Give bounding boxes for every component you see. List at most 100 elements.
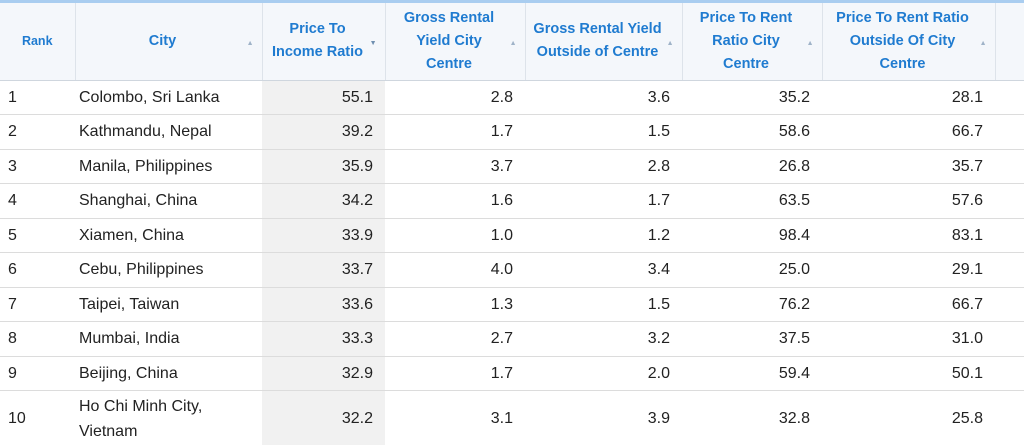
city-cell: Mumbai, India xyxy=(75,321,262,357)
rank-cell: 8 xyxy=(0,321,75,357)
table-row: 9 Beijing, China 32.9 1.7 2.0 59.4 50.1 xyxy=(0,356,1024,391)
value-cell: 66.7 xyxy=(822,114,995,150)
header-row: RankCityPrice To Income RatioGross Renta… xyxy=(0,3,1024,81)
rank-cell: 6 xyxy=(0,252,75,288)
column-header[interactable]: Price To Rent Ratio Outside Of City Cent… xyxy=(822,3,996,81)
value-cell: 33.6 xyxy=(262,287,385,322)
value-cell: 1.5 xyxy=(525,287,682,322)
value-cell: 66.7 xyxy=(822,287,995,322)
city-cell: Colombo, Sri Lanka xyxy=(75,80,262,115)
column-header-empty xyxy=(995,3,1024,81)
value-cell: 34.2 xyxy=(262,183,385,219)
value-cell: 1.7 xyxy=(385,114,525,150)
rank-cell: 10 xyxy=(0,390,75,445)
column-header[interactable]: Price To Income Ratio xyxy=(262,3,386,81)
value-cell: 3.4 xyxy=(525,252,682,288)
value-cell: 83.1 xyxy=(822,218,995,253)
city-cell: Taipei, Taiwan xyxy=(75,287,262,322)
column-header[interactable]: Price To Rent Ratio City Centre xyxy=(682,3,823,81)
rank-cell: 4 xyxy=(0,183,75,219)
table-row: 5 Xiamen, China 33.9 1.0 1.2 98.4 83.1 xyxy=(0,218,1024,253)
value-cell: 32.9 xyxy=(262,356,385,391)
value-cell: 59.4 xyxy=(682,356,822,391)
table-row: 1 Colombo, Sri Lanka 55.1 2.8 3.6 35.2 28.1 xyxy=(0,80,1024,115)
value-cell: 1.2 xyxy=(525,218,682,253)
empty-cell xyxy=(995,390,1024,445)
value-cell: 63.5 xyxy=(682,183,822,219)
table-row: 8 Mumbai, India 33.3 2.7 3.2 37.5 31.0 xyxy=(0,321,1024,357)
value-cell: 1.7 xyxy=(525,183,682,219)
value-cell: 76.2 xyxy=(682,287,822,322)
rank-cell: 3 xyxy=(0,149,75,184)
value-cell: 26.8 xyxy=(682,149,822,184)
value-cell: 2.0 xyxy=(525,356,682,391)
table-row: 3 Manila, Philippines 35.9 3.7 2.8 26.8 35.7 xyxy=(0,149,1024,184)
value-cell: 55.1 xyxy=(262,80,385,115)
value-cell: 25.8 xyxy=(822,390,995,445)
value-cell: 1.7 xyxy=(385,356,525,391)
value-cell: 2.8 xyxy=(525,149,682,184)
value-cell: 35.2 xyxy=(682,80,822,115)
rank-cell: 9 xyxy=(0,356,75,391)
city-table: RankCityPrice To Income RatioGross Renta… xyxy=(0,3,1024,445)
city-cell: Cebu, Philippines xyxy=(75,252,262,288)
city-cell: Ho Chi Minh City, Vietnam xyxy=(75,390,262,445)
value-cell: 39.2 xyxy=(262,114,385,150)
table-row: 10 Ho Chi Minh City, Vietnam 32.2 3.1 3.9 32.… xyxy=(0,390,1024,445)
city-cell: Beijing, China xyxy=(75,356,262,391)
empty-cell xyxy=(995,287,1024,322)
value-cell: 4.0 xyxy=(385,252,525,288)
empty-cell xyxy=(995,356,1024,391)
table-body: 1 Colombo, Sri Lanka 55.1 2.8 3.6 35.2 28.1 2 Ka… xyxy=(0,80,1024,445)
table-row: 6 Cebu, Philippines 33.7 4.0 3.4 25.0 29.1 xyxy=(0,252,1024,288)
empty-cell xyxy=(995,218,1024,253)
empty-cell xyxy=(995,114,1024,150)
value-cell: 98.4 xyxy=(682,218,822,253)
value-cell: 3.7 xyxy=(385,149,525,184)
empty-cell xyxy=(995,80,1024,115)
value-cell: 35.9 xyxy=(262,149,385,184)
city-cell: Kathmandu, Nepal xyxy=(75,114,262,150)
value-cell: 1.0 xyxy=(385,218,525,253)
value-cell: 2.7 xyxy=(385,321,525,357)
empty-cell xyxy=(995,149,1024,184)
empty-cell xyxy=(995,183,1024,219)
value-cell: 35.7 xyxy=(822,149,995,184)
value-cell: 3.1 xyxy=(385,390,525,445)
table-row: 7 Taipei, Taiwan 33.6 1.3 1.5 76.2 66.7 xyxy=(0,287,1024,322)
rank-cell: 1 xyxy=(0,80,75,115)
column-header[interactable]: Gross Rental Yield City Centre xyxy=(385,3,526,81)
value-cell: 33.7 xyxy=(262,252,385,288)
value-cell: 32.8 xyxy=(682,390,822,445)
value-cell: 32.2 xyxy=(262,390,385,445)
column-header[interactable]: City xyxy=(75,3,263,81)
table-row: 4 Shanghai, China 34.2 1.6 1.7 63.5 57.6 xyxy=(0,183,1024,219)
value-cell: 31.0 xyxy=(822,321,995,357)
city-cell: Manila, Philippines xyxy=(75,149,262,184)
city-cell: Shanghai, China xyxy=(75,183,262,219)
empty-cell xyxy=(995,252,1024,288)
value-cell: 57.6 xyxy=(822,183,995,219)
value-cell: 3.9 xyxy=(525,390,682,445)
value-cell: 3.6 xyxy=(525,80,682,115)
value-cell: 2.8 xyxy=(385,80,525,115)
value-cell: 1.5 xyxy=(525,114,682,150)
value-cell: 28.1 xyxy=(822,80,995,115)
rank-cell: 2 xyxy=(0,114,75,150)
value-cell: 25.0 xyxy=(682,252,822,288)
value-cell: 37.5 xyxy=(682,321,822,357)
empty-cell xyxy=(995,321,1024,357)
value-cell: 33.9 xyxy=(262,218,385,253)
value-cell: 1.6 xyxy=(385,183,525,219)
city-cell: Xiamen, China xyxy=(75,218,262,253)
column-header[interactable]: Rank xyxy=(0,3,76,81)
rank-cell: 5 xyxy=(0,218,75,253)
rank-cell: 7 xyxy=(0,287,75,322)
column-header[interactable]: Gross Rental Yield Outside of Centre xyxy=(525,3,683,81)
value-cell: 50.1 xyxy=(822,356,995,391)
value-cell: 33.3 xyxy=(262,321,385,357)
value-cell: 3.2 xyxy=(525,321,682,357)
value-cell: 1.3 xyxy=(385,287,525,322)
table-row: 2 Kathmandu, Nepal 39.2 1.7 1.5 58.6 66.7 xyxy=(0,114,1024,150)
